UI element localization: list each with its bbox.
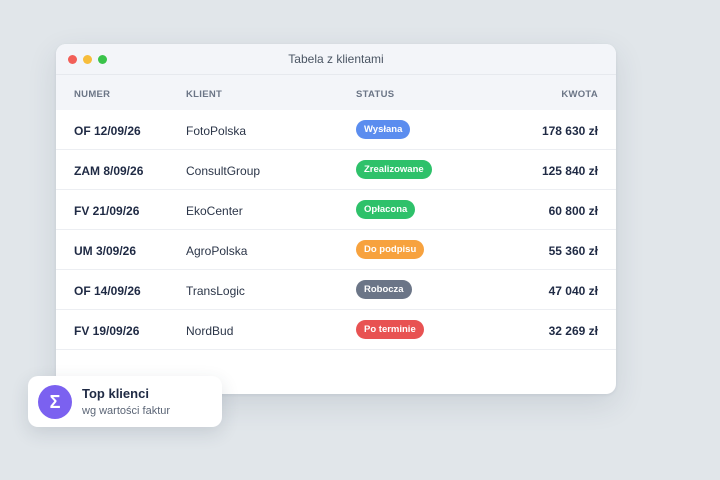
row-amount: 32 269 zł <box>548 324 598 338</box>
table-row[interactable]: OF 12/09/26 FotoPolska Wysłana 178 630 z… <box>56 110 616 150</box>
table-row[interactable]: ZAM 8/09/26 ConsultGroup Zrealizowane 12… <box>56 150 616 190</box>
sigma-icon: Σ <box>38 385 72 419</box>
clients-window: Tabela z klientami NUMER KLIENT STATUS K… <box>56 44 616 394</box>
table-header: NUMER KLIENT STATUS KWOTA <box>56 75 616 110</box>
status-badge: Wysłana <box>356 120 411 139</box>
row-number: ZAM 8/09/26 <box>74 164 144 178</box>
window-controls <box>68 55 107 64</box>
top-clients-card[interactable]: Σ Top klienci wg wartości faktur <box>28 376 222 427</box>
row-client: ConsultGroup <box>186 164 261 178</box>
minimize-window-button[interactable] <box>83 55 92 64</box>
card-title: Top klienci <box>82 386 149 401</box>
row-client: EkoCenter <box>186 204 243 218</box>
row-number: UM 3/09/26 <box>74 244 137 258</box>
status-badge: Po terminie <box>356 320 424 339</box>
row-amount: 125 840 zł <box>541 164 598 178</box>
table-body: OF 12/09/26 FotoPolska Wysłana 178 630 z… <box>56 110 616 350</box>
row-client: NordBud <box>186 324 234 338</box>
header-status[interactable]: STATUS <box>356 89 395 100</box>
status-badge: Zrealizowane <box>356 160 432 179</box>
header-client[interactable]: KLIENT <box>186 89 223 100</box>
header-amount[interactable]: KWOTA <box>561 89 598 100</box>
status-badge: Robocza <box>356 280 412 299</box>
title-bar: Tabela z klientami <box>56 44 616 75</box>
row-client: FotoPolska <box>186 124 247 138</box>
row-number: FV 19/09/26 <box>74 324 140 338</box>
window-title: Tabela z klientami <box>288 52 384 66</box>
table-row[interactable]: FV 19/09/26 NordBud Po terminie 32 269 z… <box>56 310 616 350</box>
row-number: OF 14/09/26 <box>74 284 141 298</box>
close-window-button[interactable] <box>68 55 77 64</box>
row-client: AgroPolska <box>186 244 248 258</box>
maximize-window-button[interactable] <box>98 55 107 64</box>
table-row[interactable]: FV 21/09/26 EkoCenter Opłacona 60 800 zł <box>56 190 616 230</box>
table-row[interactable]: OF 14/09/26 TransLogic Robocza 47 040 zł <box>56 270 616 310</box>
table-row[interactable]: UM 3/09/26 AgroPolska Do podpisu 55 360 … <box>56 230 616 270</box>
row-client: TransLogic <box>186 284 245 298</box>
row-number: FV 21/09/26 <box>74 204 140 218</box>
header-number[interactable]: NUMER <box>74 89 111 100</box>
row-amount: 55 360 zł <box>548 244 598 258</box>
status-badge: Opłacona <box>356 200 416 219</box>
row-amount: 47 040 zł <box>548 284 598 298</box>
status-badge: Do podpisu <box>356 240 425 259</box>
row-amount: 60 800 zł <box>548 204 598 218</box>
row-number: OF 12/09/26 <box>74 124 141 138</box>
row-amount: 178 630 zł <box>541 124 598 138</box>
card-subtitle: wg wartości faktur <box>82 405 171 417</box>
